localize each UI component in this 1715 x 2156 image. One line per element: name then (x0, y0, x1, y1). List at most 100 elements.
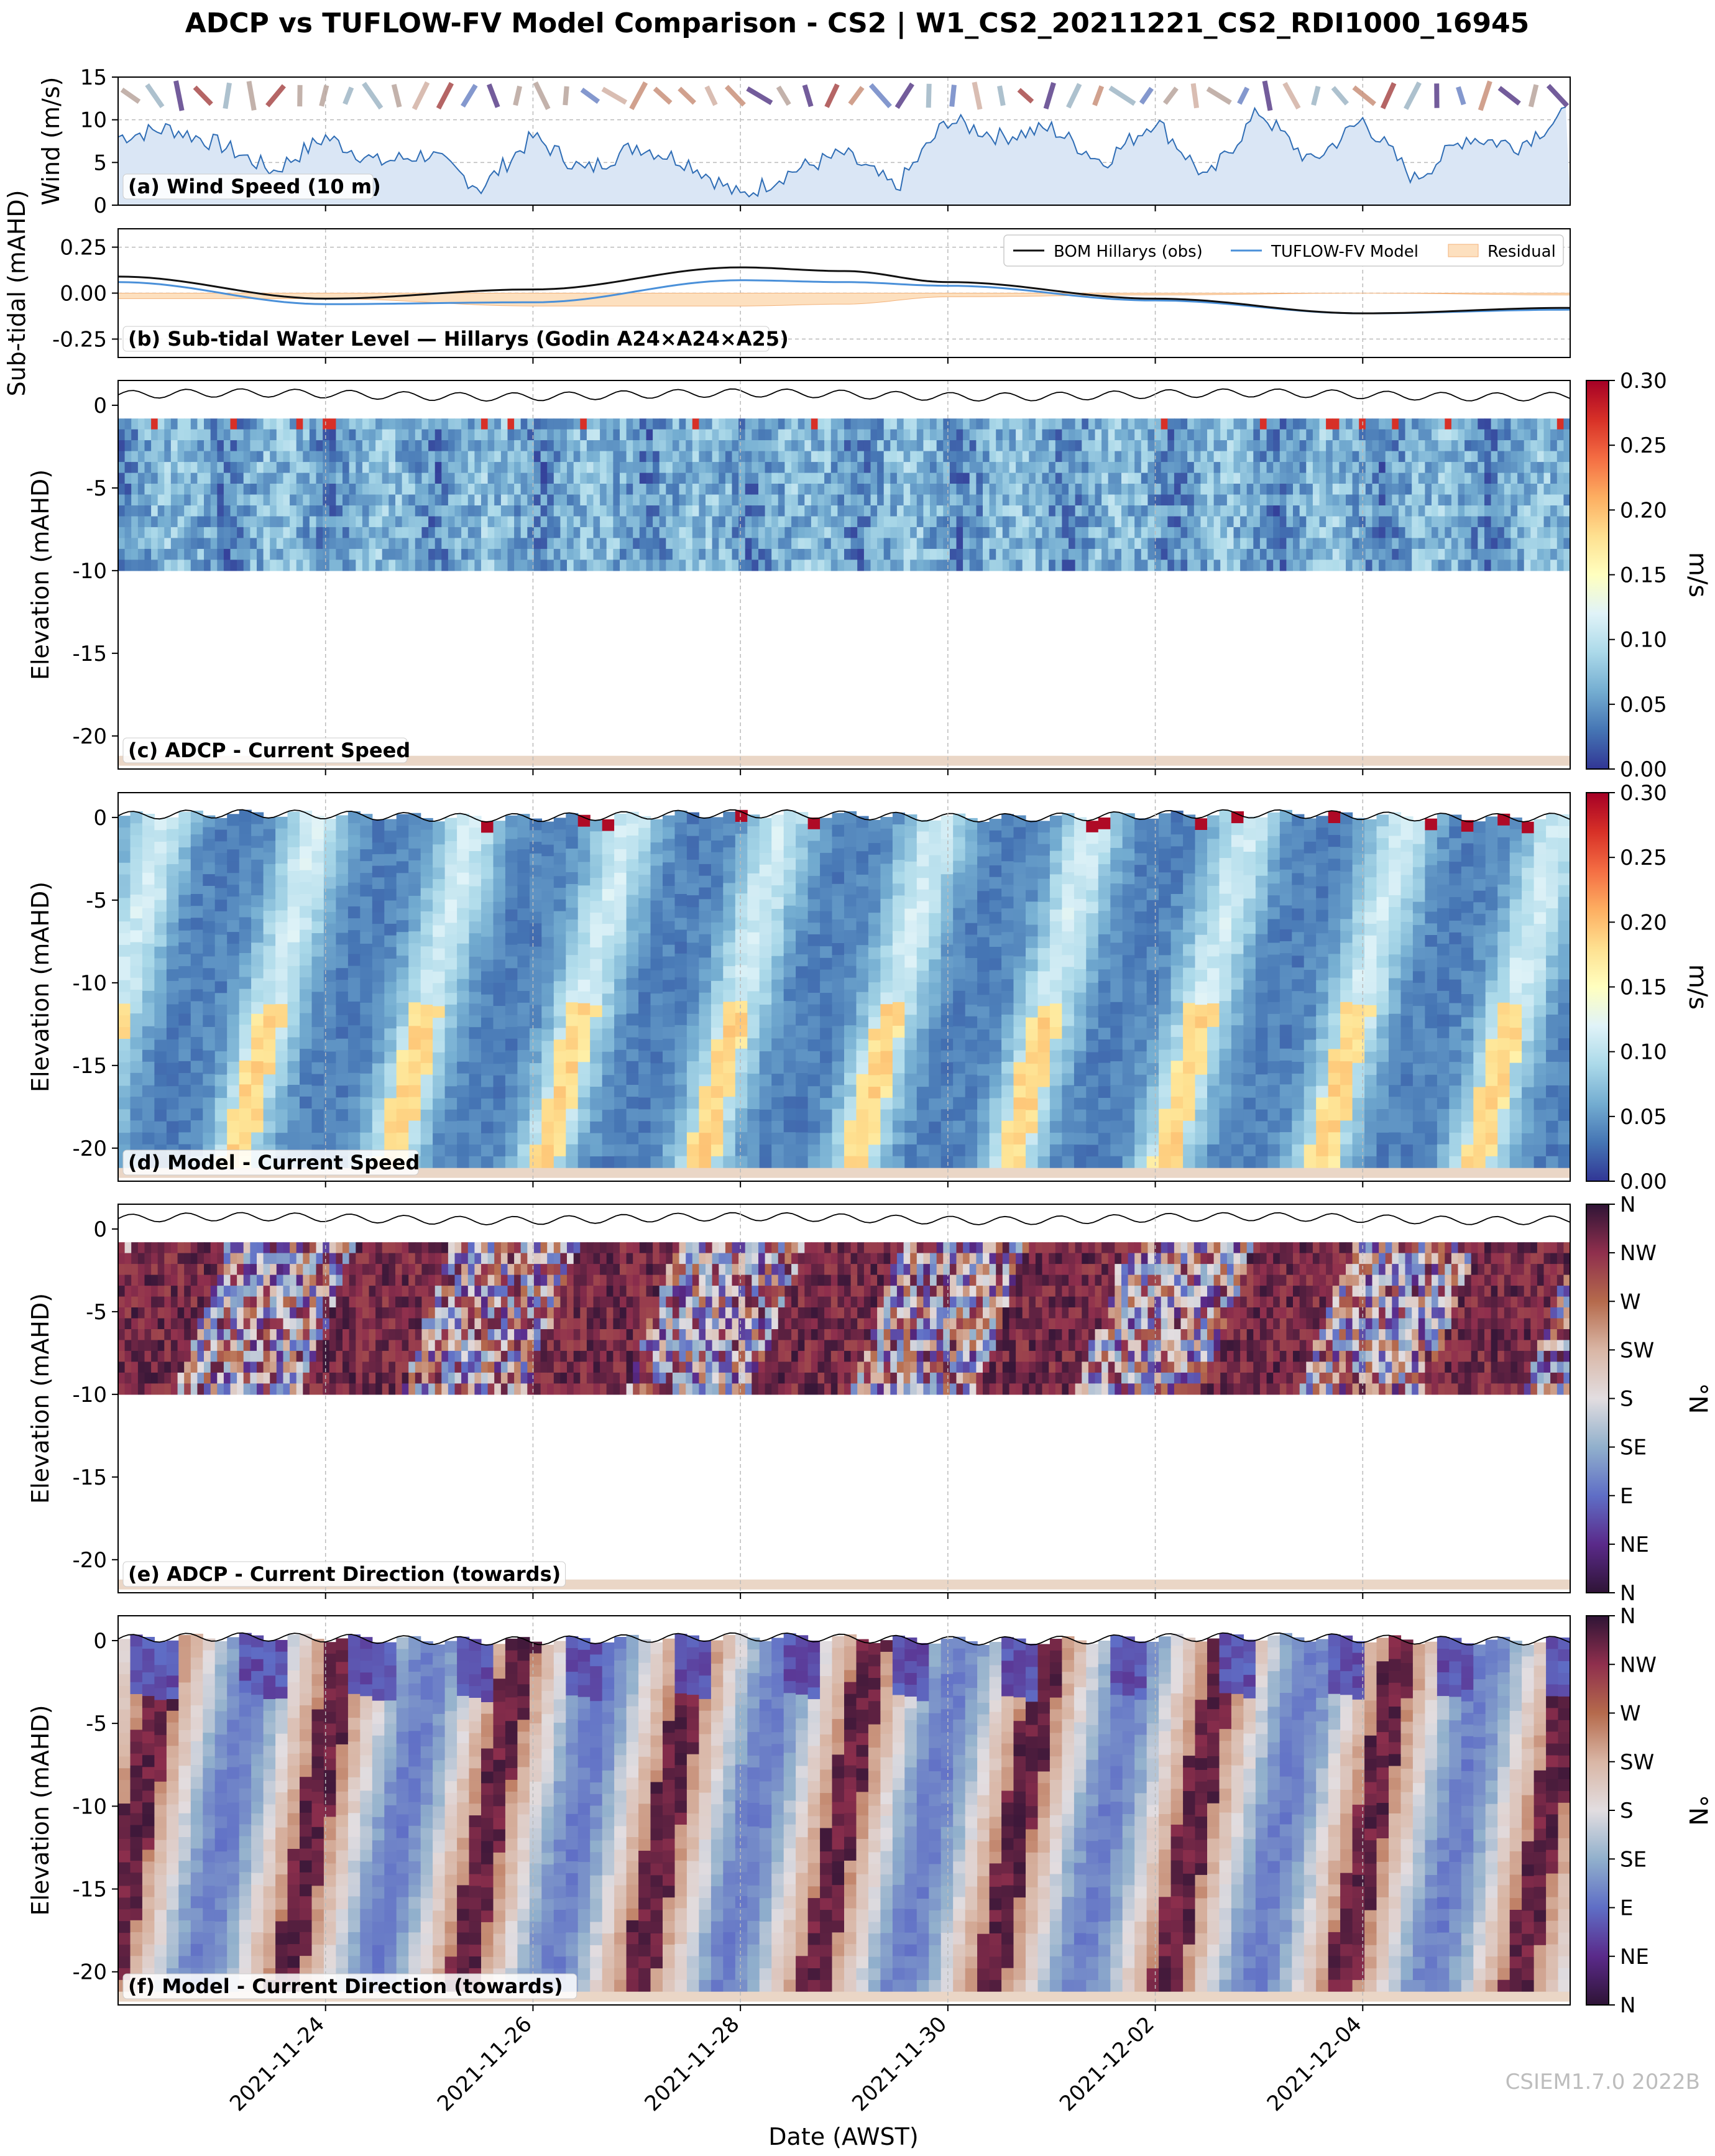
heatmap-cell (553, 418, 561, 430)
wind-direction-arrow (319, 85, 329, 107)
heatmap-cell (505, 839, 518, 851)
heatmap-cell (311, 956, 324, 969)
heatmap-cell (372, 947, 385, 959)
heatmap-cell (1240, 548, 1248, 560)
heatmap-cell (778, 494, 785, 506)
wind-arrow-body (1478, 80, 1492, 111)
heatmap-cell (444, 1121, 457, 1133)
heatmap-cell (626, 906, 639, 919)
heatmap-cell (493, 832, 506, 844)
heatmap-cell (747, 826, 760, 839)
heatmap-cell (527, 505, 535, 517)
heatmap-cell (1458, 505, 1465, 517)
heatmap-cell (1471, 440, 1478, 452)
heatmap-cell (243, 538, 251, 550)
heatmap-cell (323, 418, 330, 430)
heatmap-cell (1049, 418, 1056, 430)
heatmap-cell (250, 548, 257, 560)
heatmap-cell (633, 527, 640, 538)
heatmap-cell (303, 538, 310, 550)
heatmap-cell (1332, 538, 1340, 550)
heatmap-cell (1187, 548, 1195, 560)
heatmap-cell (263, 829, 276, 841)
heatmap-cell (1273, 429, 1281, 441)
heatmap-cell (481, 1017, 494, 1030)
heatmap-cell (723, 836, 736, 848)
heatmap-cell (197, 418, 205, 430)
heatmap-cell (142, 896, 155, 909)
heatmap-cell (1213, 494, 1221, 506)
heatmap-cell (1543, 418, 1551, 430)
heatmap-cell (263, 527, 270, 538)
heatmap-cell (428, 440, 436, 452)
heatmap-cell (420, 1051, 433, 1064)
heatmap-cell (1405, 440, 1412, 452)
heatmap-cell (130, 882, 143, 895)
heatmap-cell (1530, 560, 1538, 571)
heatmap-cell (217, 516, 224, 528)
heatmap-cell (157, 548, 165, 560)
heatmap-cell (251, 859, 264, 872)
heatmap-cell (275, 934, 288, 946)
heatmap-cell (157, 472, 165, 484)
heatmap-cell (1174, 560, 1182, 571)
heatmap-cell (441, 538, 449, 550)
heatmap-cell (553, 1051, 566, 1064)
heatmap-cell (1425, 429, 1432, 441)
heatmap-cell (1293, 527, 1300, 538)
heatmap-cell (239, 1000, 252, 1013)
heatmap-cell (1253, 548, 1261, 560)
heatmap-cell (520, 494, 528, 506)
heatmap-cell (1226, 418, 1235, 430)
heatmap-cell (553, 981, 566, 993)
heatmap-cell (686, 505, 693, 517)
heatmap-cell (428, 472, 436, 484)
heatmap-cell (1385, 418, 1392, 430)
wind-direction-arrow (1497, 86, 1521, 106)
heatmap-cell (151, 505, 159, 517)
heatmap-cell (1240, 527, 1248, 538)
heatmap-cell (250, 527, 257, 538)
heatmap-cell (408, 1026, 421, 1038)
heatmap-cell (883, 527, 891, 538)
heatmap-cell (1095, 451, 1102, 463)
heatmap-cell (118, 516, 126, 528)
heatmap-cell (798, 472, 805, 484)
heatmap-cell (396, 1050, 409, 1062)
heatmap-cell (347, 977, 361, 990)
heatmap-cell (170, 462, 178, 474)
heatmap-cell (1445, 516, 1452, 528)
heatmap-cell (1398, 538, 1406, 550)
heatmap-cell (850, 429, 858, 441)
heatmap-cell (830, 548, 838, 560)
heatmap-cell (323, 440, 330, 452)
heatmap-cell (1319, 538, 1326, 550)
heatmap-cell (674, 977, 687, 990)
heatmap-cell (1412, 484, 1419, 495)
heatmap-cell (1418, 560, 1425, 571)
heatmap-cell (877, 472, 885, 484)
heatmap-cell (481, 913, 494, 926)
heatmap-cell (517, 826, 530, 838)
heatmap-cell (837, 538, 845, 550)
heatmap-cell (384, 935, 397, 947)
heatmap-cell (1312, 462, 1320, 474)
heatmap-cell (204, 440, 211, 452)
heatmap-cell (963, 494, 970, 506)
heatmap-cell (250, 560, 257, 571)
heatmap-cell (457, 1097, 470, 1110)
heatmap-cell (560, 440, 568, 452)
heatmap-cell (420, 1098, 433, 1110)
heatmap-cell (230, 418, 237, 430)
heatmap-cell (850, 527, 858, 538)
heatmap-cell (650, 854, 663, 867)
heatmap-cell (1147, 484, 1155, 495)
heatmap-cell (699, 527, 706, 538)
heatmap-cell (336, 505, 343, 517)
heatmap-cell (190, 429, 198, 441)
heatmap-cell (1379, 451, 1386, 463)
heatmap-cell (142, 943, 155, 956)
heatmap-cell (263, 418, 270, 430)
heatmap-cell (481, 1145, 494, 1157)
heatmap-cell (857, 451, 865, 463)
